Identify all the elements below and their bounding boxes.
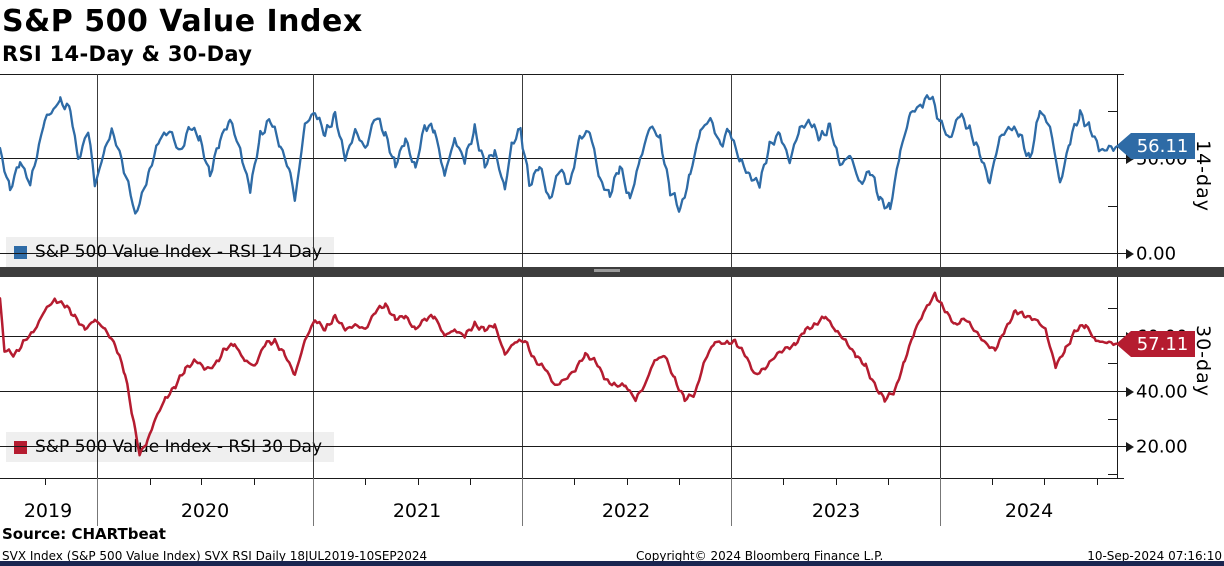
y-axis-label: 20.00 <box>1136 436 1188 458</box>
legend-swatch-red-icon <box>14 440 27 454</box>
panel-separator-bar <box>0 267 1224 277</box>
quarter-tick <box>418 478 419 485</box>
value-gridline <box>0 336 1129 337</box>
value-gridline <box>0 158 1129 159</box>
year-label: 2021 <box>392 500 442 522</box>
rsi-series-line <box>0 94 1117 215</box>
quarter-tick <box>1044 478 1045 485</box>
quarter-tick <box>992 478 993 485</box>
axis-arrow-icon <box>1126 387 1134 397</box>
quarter-tick <box>254 478 255 485</box>
bottom-accent-bar <box>0 561 1224 566</box>
y-minor-tick <box>1108 363 1117 364</box>
year-divider <box>97 478 98 526</box>
quarter-tick <box>201 478 202 485</box>
y-minor-tick <box>1108 308 1117 309</box>
legend-swatch-blue-icon <box>14 245 27 259</box>
legend-label: S&P 500 Value Index - RSI 30 Day <box>35 437 323 457</box>
quarter-tick <box>470 478 471 485</box>
year-divider <box>313 478 314 526</box>
footer-meta: SVX Index (S&P 500 Value Index) SVX RSI … <box>2 549 428 563</box>
plot-bottom-axis <box>0 478 1124 479</box>
y-minor-tick <box>1108 419 1117 420</box>
last-value-tag-rsi30: 57.11 <box>1116 331 1195 357</box>
year-label: 2019 <box>23 500 73 522</box>
page-title: S&P 500 Value Index <box>2 4 363 39</box>
y-minor-tick <box>1108 111 1117 112</box>
y-axis-label: 40.00 <box>1136 381 1188 403</box>
year-label: 2022 <box>601 500 651 522</box>
quarter-tick <box>1097 478 1098 485</box>
quarter-tick <box>150 478 151 485</box>
quarter-tick <box>627 478 628 485</box>
rsi-series-line <box>0 291 1117 457</box>
quarter-tick <box>888 478 889 485</box>
quarter-tick <box>679 478 680 485</box>
quarter-tick <box>836 478 837 485</box>
footer-source: Source: CHARTbeat <box>2 525 166 543</box>
footer-timestamp: 10-Sep-2024 07:16:10 <box>1087 549 1222 563</box>
year-divider <box>940 478 941 526</box>
panel-side-label-14-day: 14-day <box>1192 140 1214 212</box>
value-gridline <box>0 391 1129 392</box>
quarter-tick <box>45 478 46 485</box>
quarter-tick <box>365 478 366 485</box>
axis-arrow-icon <box>1126 249 1134 259</box>
quarter-tick <box>574 478 575 485</box>
y-axis-label: 0.00 <box>1136 243 1177 265</box>
year-divider <box>522 478 523 526</box>
year-label: 2020 <box>180 500 230 522</box>
axis-arrow-icon <box>1126 442 1134 452</box>
page-subtitle: RSI 14-Day & 30-Day <box>2 42 253 66</box>
year-label: 2024 <box>1004 500 1054 522</box>
panel-side-label-30-day: 30-day <box>1192 325 1214 397</box>
plot-top-border <box>0 74 1124 75</box>
year-divider <box>731 478 732 526</box>
y-minor-tick <box>1108 206 1117 207</box>
legend-label: S&P 500 Value Index - RSI 14 Day <box>35 242 323 262</box>
quarter-tick <box>783 478 784 485</box>
y-minor-tick <box>1108 474 1117 475</box>
footer-copyright: Copyright© 2024 Bloomberg Finance L.P. <box>636 549 884 563</box>
legend-rsi-14-day[interactable]: S&P 500 Value Index - RSI 14 Day <box>6 237 335 267</box>
year-label: 2023 <box>811 500 861 522</box>
legend-rsi-30-day[interactable]: S&P 500 Value Index - RSI 30 Day <box>6 432 335 462</box>
last-value-tag-rsi14: 56.11 <box>1116 133 1195 159</box>
panel-separator-handle[interactable] <box>594 269 620 272</box>
rsi-line-chart-14-day <box>0 94 1117 215</box>
